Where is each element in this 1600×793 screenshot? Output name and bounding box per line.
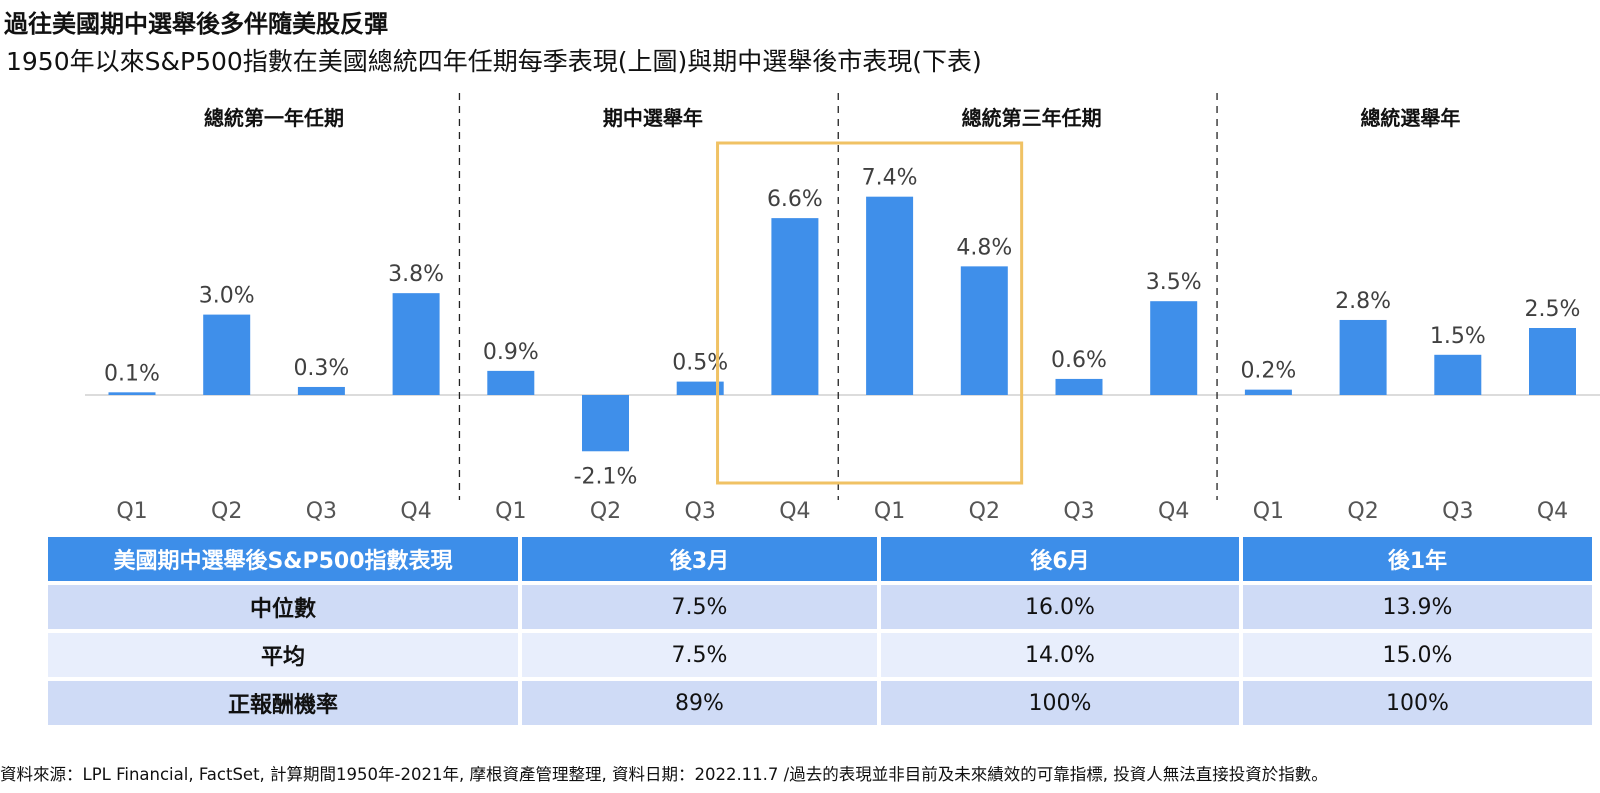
midterm-performance-table: 美國期中選舉後S&P500指數表現 後3月 後6月 後1年 中位數 7.5% 1…	[44, 533, 1596, 729]
x-tick-label: Q1	[874, 499, 905, 524]
data-label: 0.9%	[483, 340, 539, 365]
bar	[582, 395, 629, 452]
table-cell: 7.5%	[522, 585, 877, 629]
table-header: 後6月	[881, 537, 1239, 581]
table-cell: 89%	[522, 681, 877, 725]
table-header: 後1年	[1243, 537, 1592, 581]
data-label: 4.8%	[956, 235, 1012, 260]
data-label: 3.0%	[199, 284, 255, 309]
bar	[1055, 378, 1103, 395]
bar-chart: 總統第一年任期 期中選舉年 總統第三年任期 總統選舉年 0.1% Q1 3.0% Q2 0.3%…	[85, 93, 1600, 524]
table-cell: 100%	[881, 681, 1239, 725]
data-label: 0.3%	[293, 356, 349, 381]
table-row: 中位數 7.5% 16.0% 13.9%	[48, 585, 1592, 629]
table-header: 後3月	[522, 537, 877, 581]
x-tick-label: Q3	[306, 499, 337, 524]
bar	[203, 314, 251, 395]
data-label: 3.8%	[388, 262, 444, 287]
table-cell: 16.0%	[881, 585, 1239, 629]
table-cell: 100%	[1243, 681, 1592, 725]
x-tick-label: Q2	[969, 499, 1000, 524]
data-label: -2.1%	[574, 464, 638, 489]
bar	[1339, 319, 1387, 395]
data-label: 0.1%	[104, 361, 160, 386]
row-label: 正報酬機率	[48, 681, 518, 725]
x-tick-label: Q2	[1347, 499, 1378, 524]
x-tick-label: Q4	[400, 499, 431, 524]
table-cell: 7.5%	[522, 633, 877, 677]
data-label: 0.6%	[1051, 348, 1107, 373]
table-header-row: 美國期中選舉後S&P500指數表現 後3月 後6月 後1年	[48, 537, 1592, 581]
x-tick-label: Q3	[685, 499, 716, 524]
x-tick-label: Q1	[495, 499, 526, 524]
source-footnote: 資料來源：LPL Financial, FactSet, 計算期間1950年-2…	[0, 765, 1328, 784]
chart-subtitle: 1950年以來S&P500指數在美國總統四年任期每季表現(上圖)與期中選舉後市表…	[6, 47, 982, 76]
row-label: 平均	[48, 633, 518, 677]
bar	[1244, 389, 1292, 395]
bar	[1434, 354, 1482, 395]
bar	[866, 196, 914, 395]
x-tick-label: Q4	[1158, 499, 1189, 524]
table-row: 平均 7.5% 14.0% 15.0%	[48, 633, 1592, 677]
data-label: 7.4%	[862, 166, 918, 191]
x-tick-label: Q4	[779, 499, 810, 524]
table-header: 美國期中選舉後S&P500指數表現	[48, 537, 518, 581]
table-cell: 15.0%	[1243, 633, 1592, 677]
bar	[771, 218, 819, 395]
group-title: 總統第三年任期	[962, 106, 1102, 130]
x-tick-label: Q1	[116, 499, 147, 524]
x-tick-label: Q4	[1537, 499, 1568, 524]
bar	[1150, 301, 1198, 395]
group-title: 總統第一年任期	[204, 106, 344, 130]
bar	[487, 370, 535, 395]
group-title: 總統選舉年	[1360, 106, 1460, 130]
data-label: 0.2%	[1240, 359, 1296, 384]
table-cell: 14.0%	[881, 633, 1239, 677]
bar	[1529, 328, 1576, 395]
row-label: 中位數	[48, 585, 518, 629]
data-label: 6.6%	[767, 187, 823, 212]
table-cell: 13.9%	[1243, 585, 1592, 629]
table-row: 正報酬機率 89% 100% 100%	[48, 681, 1592, 725]
data-label: 0.5%	[672, 351, 728, 376]
x-tick-label: Q1	[1253, 499, 1284, 524]
x-tick-label: Q3	[1063, 499, 1094, 524]
x-tick-label: Q3	[1442, 499, 1473, 524]
data-label: 3.5%	[1146, 270, 1202, 295]
bar	[960, 266, 1008, 395]
bar	[297, 386, 345, 395]
bar	[108, 392, 156, 395]
chart-title: 過往美國期中選舉後多伴隨美股反彈	[4, 10, 388, 38]
x-tick-label: Q2	[211, 499, 242, 524]
group-title: 期中選舉年	[603, 106, 703, 130]
highlight-box	[716, 141, 1024, 485]
bar	[676, 381, 724, 395]
data-label: 2.5%	[1525, 297, 1581, 322]
data-label: 1.5%	[1430, 324, 1486, 349]
bar	[392, 293, 440, 395]
data-label: 2.8%	[1335, 289, 1391, 314]
x-tick-label: Q2	[590, 499, 621, 524]
